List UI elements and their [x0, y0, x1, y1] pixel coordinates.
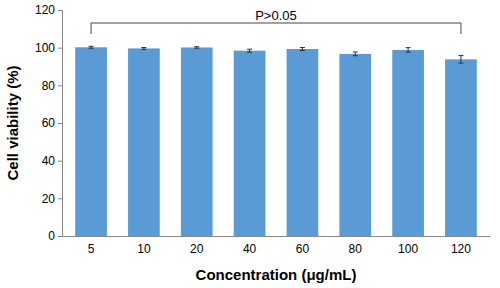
error-bar-cap [406, 52, 411, 53]
y-tick-mark [58, 123, 62, 124]
x-tick-label: 80 [349, 242, 363, 256]
x-tick-label: 120 [451, 242, 471, 256]
y-tick-label: 80 [42, 79, 56, 93]
y-tick-mark [58, 10, 62, 11]
error-bar-cap [141, 49, 146, 50]
y-tick: 40 [42, 154, 62, 168]
y-tick-label: 40 [42, 154, 56, 168]
chart: 0 20 40 60 80 100 120 5 10 20 40 60 80 100 120 P>0.05 Co… [0, 0, 500, 288]
y-tick-label: 60 [42, 116, 56, 130]
plot: 0 20 40 60 80 100 120 5 10 20 40 60 80 100 120 P>0.05 [35, 3, 491, 255]
y-axis: 0 20 40 60 80 100 120 [35, 3, 63, 243]
error-bar-cap [89, 46, 94, 47]
x-tick-label: 40 [243, 242, 257, 256]
y-axis-line [58, 11, 63, 237]
y-axis-title: Cell viability (%) [4, 65, 21, 180]
y-tick-mark [58, 161, 62, 162]
error-bar-cap [353, 51, 358, 52]
error-bar [458, 56, 463, 64]
error-bar-cap [247, 49, 252, 50]
x-tick-label: 5 [88, 242, 95, 256]
y-tick: 80 [42, 79, 62, 93]
error-bar-cap [300, 50, 305, 51]
y-tick: 60 [42, 116, 62, 130]
error-bar [89, 46, 94, 48]
error-bar-cap [353, 55, 358, 56]
y-tick: 120 [35, 3, 62, 17]
error-bar-stem [355, 52, 356, 56]
x-axis: 5 10 20 40 60 80 100 120 [63, 236, 491, 256]
x-tick: 5 [88, 236, 95, 256]
y-tick-mark [58, 85, 62, 86]
error-bar-stem [460, 56, 461, 64]
significance-bracket [91, 23, 461, 34]
x-tick: 80 [349, 236, 363, 256]
bar [445, 59, 477, 236]
y-tick-mark [58, 198, 62, 199]
error-bar-cap [458, 55, 463, 56]
error-bar-cap [458, 63, 463, 64]
bar [287, 49, 319, 236]
x-axis-line [63, 236, 491, 237]
error-bar-cap [247, 52, 252, 53]
x-tick-label: 60 [296, 242, 310, 256]
annotation: P>0.05 [255, 8, 297, 23]
x-tick: 20 [190, 236, 204, 256]
y-tick: 100 [35, 41, 62, 55]
x-tick: 10 [137, 236, 151, 256]
bar [75, 47, 107, 236]
x-tick: 100 [398, 236, 418, 256]
error-bar-cap [406, 47, 411, 48]
error-bar-cap [141, 47, 146, 48]
error-bar [406, 48, 411, 53]
x-tick: 40 [243, 236, 257, 256]
y-tick-mark [58, 48, 62, 49]
y-tick-mark [58, 236, 62, 237]
error-bar-cap [89, 48, 94, 49]
y-tick-label: 100 [35, 41, 55, 55]
y-tick: 0 [48, 229, 62, 243]
x-tick-label: 10 [137, 242, 151, 256]
x-tick-label: 100 [398, 242, 418, 256]
error-bar [247, 49, 252, 52]
y-tick-label: 120 [35, 3, 55, 17]
bar [234, 51, 266, 236]
x-axis-title: Concentration (μg/mL) [196, 266, 357, 283]
error-bar [194, 47, 199, 49]
error-bar-cap [300, 47, 305, 48]
marks [75, 46, 477, 236]
y-tick-label: 20 [42, 192, 56, 206]
bar [339, 54, 371, 236]
error-bar-cap [194, 48, 199, 49]
error-bar-stem [408, 48, 409, 53]
error-bar [300, 47, 305, 50]
error-bar [141, 47, 146, 49]
x-tick: 60 [296, 236, 310, 256]
error-bar-cap [194, 46, 199, 47]
bar [128, 48, 160, 236]
y-tick-label: 0 [48, 229, 55, 243]
error-bar [353, 52, 358, 56]
x-tick-label: 20 [190, 242, 204, 256]
y-tick: 20 [42, 192, 62, 206]
bar [181, 47, 213, 236]
bar [392, 50, 424, 236]
x-tick: 120 [451, 236, 471, 256]
